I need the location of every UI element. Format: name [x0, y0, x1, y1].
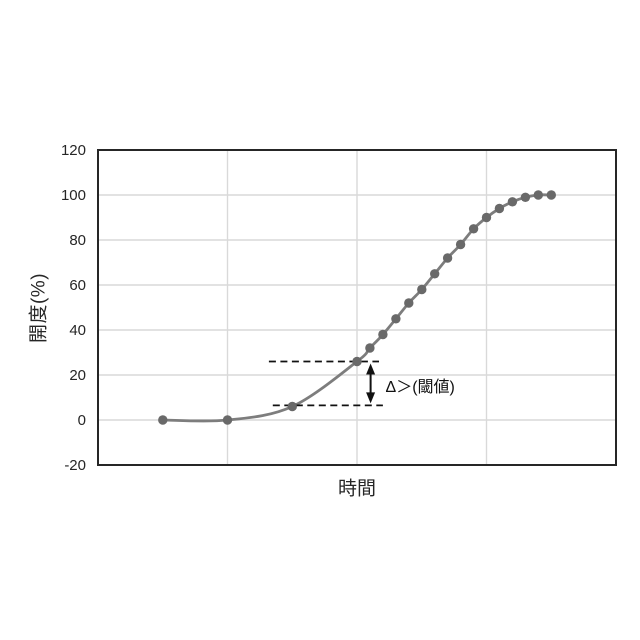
y-tick-label: 80: [69, 232, 86, 249]
data-point: [352, 356, 362, 367]
data-point: [430, 269, 440, 279]
delta-arrow-head-down: [366, 392, 376, 404]
y-tick-label: 100: [61, 187, 86, 204]
y-tick-label: 20: [69, 367, 86, 384]
data-point: [520, 192, 531, 202]
y-tick-label: -20: [64, 457, 86, 474]
data-point: [533, 190, 543, 200]
y-tick-label: 60: [69, 277, 86, 294]
data-point: [507, 197, 518, 207]
x-axis-title: 時間: [337, 478, 377, 500]
y-axis-title: 開度(%): [28, 272, 50, 344]
y-tick-label: 0: [78, 412, 86, 429]
delta-arrow-head-up: [366, 363, 376, 375]
data-point: [365, 343, 375, 353]
data-point: [417, 284, 427, 295]
data-point: [468, 224, 479, 234]
data-point: [455, 239, 466, 250]
plot-border: [97, 149, 617, 466]
data-point: [391, 314, 401, 324]
y-tick-label: 120: [61, 142, 86, 159]
data-point: [442, 253, 453, 263]
data-point: [378, 329, 388, 340]
data-point: [158, 415, 168, 425]
data-point: [287, 401, 297, 412]
threshold-annotation-label: Δ＞(閾値): [385, 379, 455, 397]
data-point: [481, 212, 492, 223]
data-point: [546, 190, 556, 200]
data-point: [404, 298, 414, 308]
data-point: [494, 203, 505, 214]
data-point: [222, 415, 233, 425]
y-tick-label: 40: [69, 322, 86, 339]
